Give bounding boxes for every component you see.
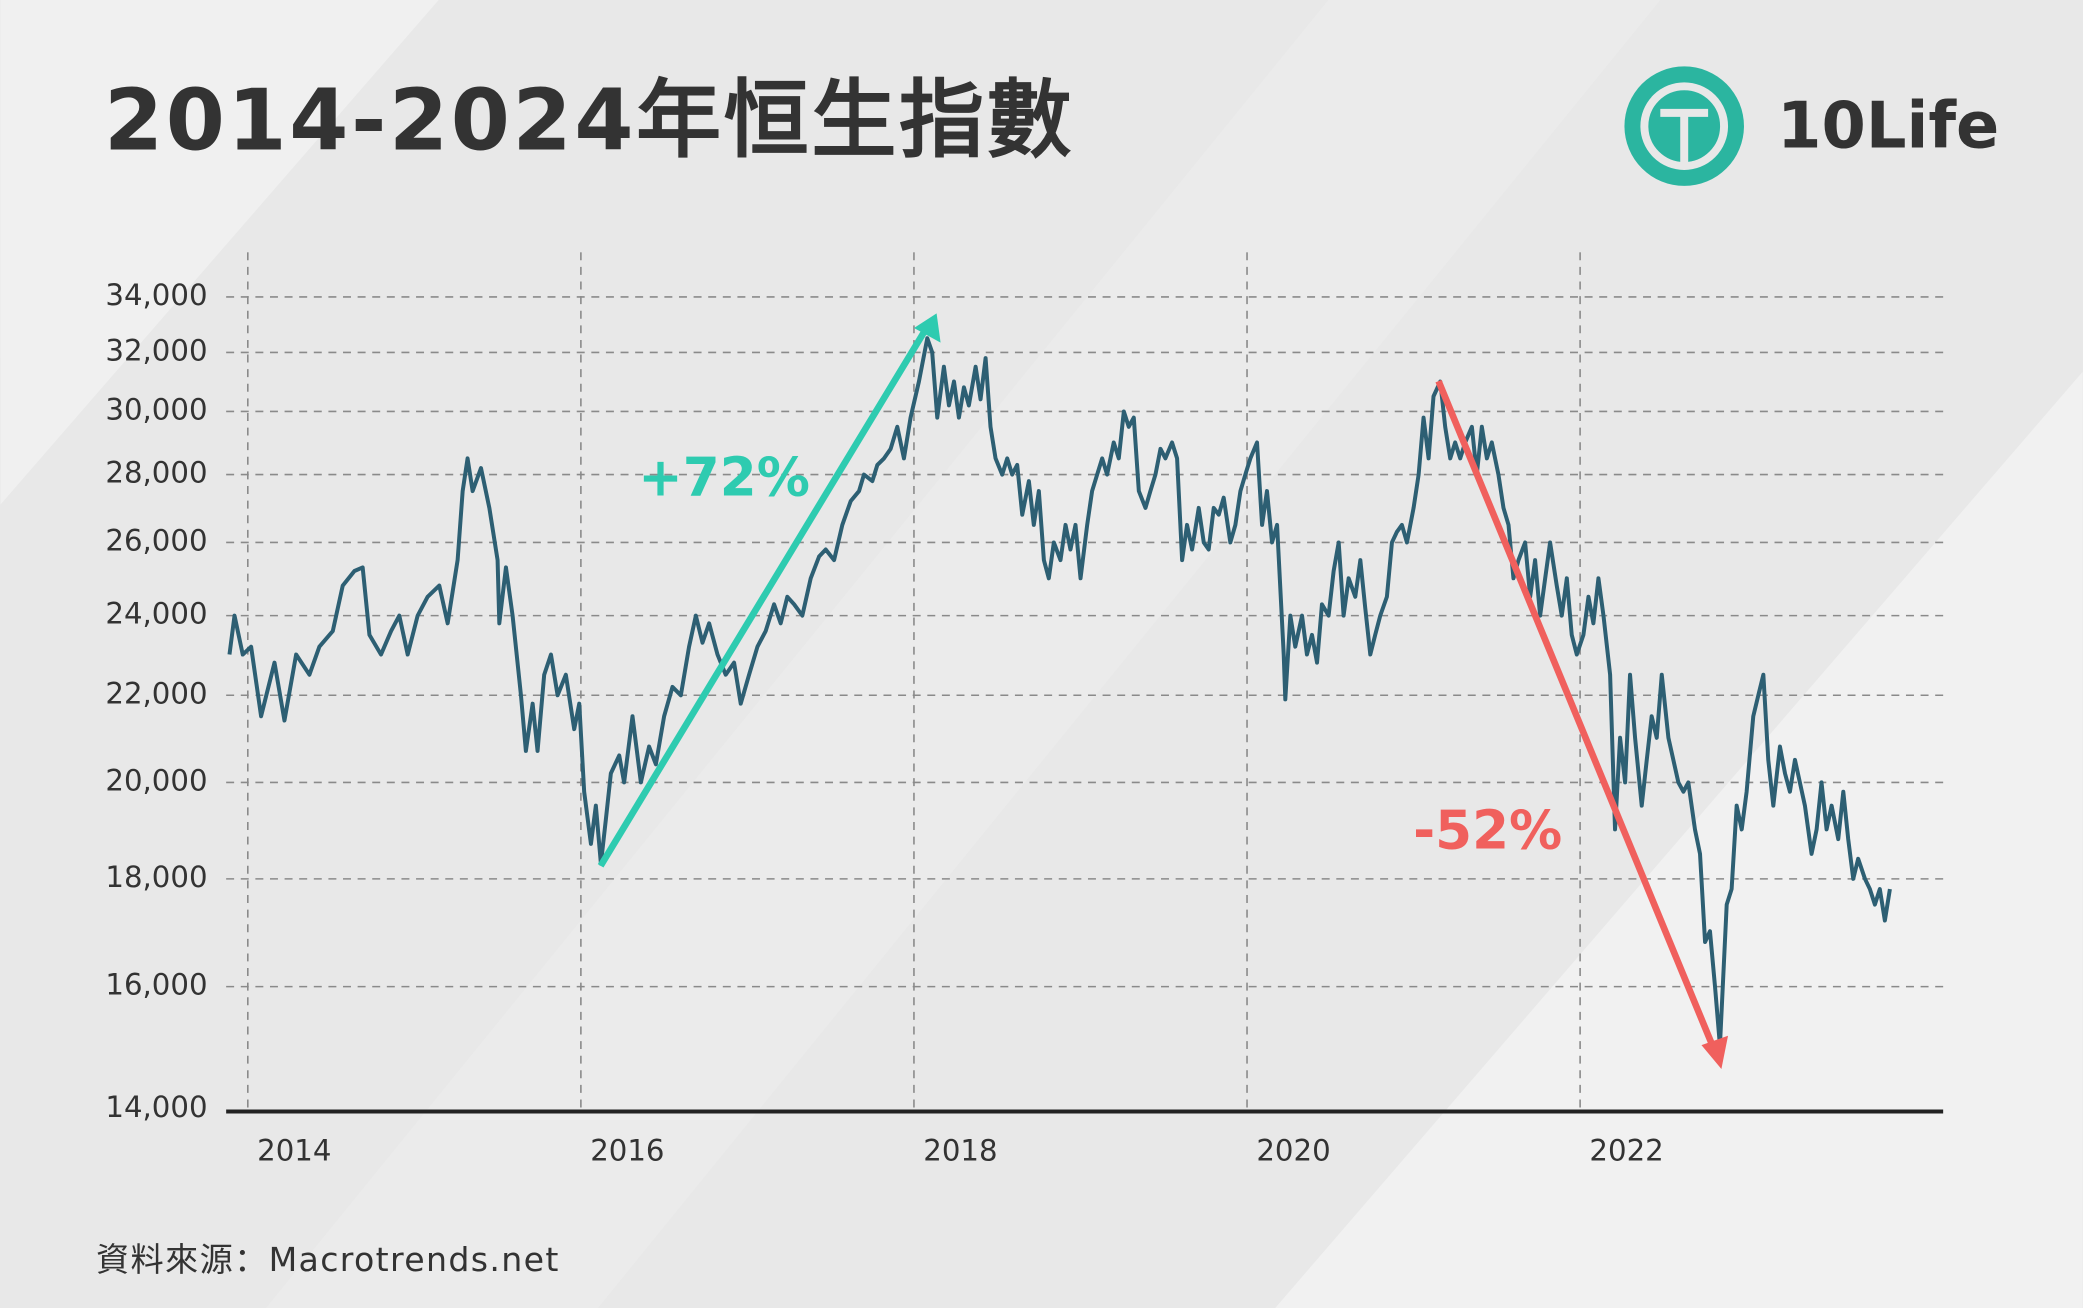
line (227, 336, 1892, 1048)
rise-arrowhead (914, 313, 941, 343)
y-tick-label: 24,000 (105, 597, 207, 631)
y-tick-label: 22,000 (105, 676, 207, 710)
logo-ring (1640, 82, 1729, 170)
fall-arrowhead (1701, 1035, 1729, 1069)
x-tick-label: 2014 (257, 1134, 331, 1168)
plot: 2014 2016 2018 2020 2022 14,000 16,000 18,000 20… (105, 252, 1944, 1168)
logo: 10Life (1624, 66, 1999, 186)
bg-stripe (0, 0, 439, 505)
y-tick-label: 34,000 (105, 278, 207, 312)
chart-title: 2014-2024年恒生指數 (104, 72, 1074, 171)
annotation: +72% (638, 446, 810, 508)
y-tick-label: 28,000 (105, 456, 207, 490)
x-tick-label: 2016 (590, 1134, 664, 1168)
y-tick-label: 16,000 (105, 968, 207, 1002)
y-tick-label: 30,000 (105, 392, 207, 426)
fall-arrow (1435, 379, 1720, 1056)
bg-stripe (1275, 371, 2083, 1308)
bg-stripe (265, 0, 1661, 1308)
y-tick-label: 32,000 (105, 333, 207, 367)
x-tick-label: 2018 (923, 1134, 997, 1168)
logo-text: 10Life (1777, 90, 1999, 164)
x-tick-label: 2022 (1589, 1134, 1663, 1168)
x-tick-label: 2020 (1256, 1134, 1330, 1168)
source-note: 資料來源：Macrotrends.net (96, 1240, 560, 1279)
y-tick-label: 14,000 (105, 1090, 207, 1124)
y-tick-label: 20,000 (105, 763, 207, 797)
logo-glyph (1660, 108, 1709, 166)
rise-arrow (597, 324, 931, 868)
y-tick-label: 26,000 (105, 523, 207, 557)
annotation: -52% (1413, 800, 1562, 862)
y-tick-label: 18,000 (105, 860, 207, 894)
